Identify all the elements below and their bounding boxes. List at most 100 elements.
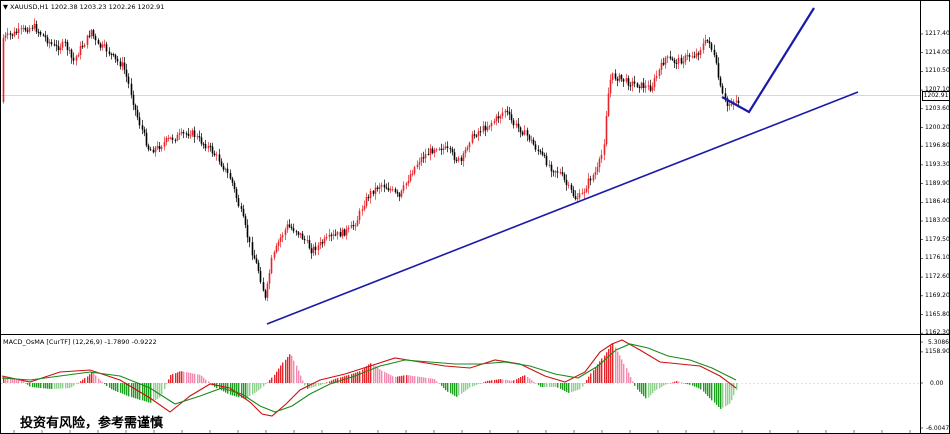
osma-histogram-bar xyxy=(58,383,60,389)
price-candle-body xyxy=(532,139,535,145)
price-candle-body xyxy=(369,190,372,199)
price-candle-body xyxy=(539,151,542,153)
price-candle-body xyxy=(86,35,89,45)
price-candle-body xyxy=(642,82,645,88)
price-candle-body xyxy=(664,57,667,65)
osma-histogram-bar xyxy=(388,374,390,383)
price-candle-body xyxy=(114,54,117,59)
osma-histogram-bar xyxy=(524,375,526,383)
price-candle-body xyxy=(400,190,403,197)
osma-histogram-bar xyxy=(159,383,161,398)
osma-histogram-bar xyxy=(100,380,102,383)
price-candle-body xyxy=(706,40,709,42)
price-candle-body xyxy=(521,132,524,135)
price-candle-body xyxy=(607,93,610,116)
price-candle-body xyxy=(44,35,47,38)
osma-histogram-bar xyxy=(126,383,128,396)
osma-histogram-bar xyxy=(93,372,95,383)
osma-histogram-bar xyxy=(683,382,685,384)
price-candle-body xyxy=(361,209,364,211)
price-candle-body xyxy=(576,198,579,200)
osma-histogram-bar xyxy=(135,383,137,399)
price-candle-body xyxy=(724,93,727,99)
price-candle-body xyxy=(572,189,575,196)
price-candle-body xyxy=(413,167,416,174)
osma-histogram-bar xyxy=(414,376,416,383)
osma-histogram-bar xyxy=(491,380,493,383)
price-candle-body xyxy=(189,135,192,137)
osma-histogram-bar xyxy=(432,378,434,383)
price-candle-body xyxy=(215,154,218,156)
osma-histogram-bar xyxy=(549,383,551,387)
price-candle-body xyxy=(112,54,115,56)
osma-histogram-bar xyxy=(210,383,212,384)
price-candle-body xyxy=(510,114,513,121)
indicator-axis-label: 5.3086 xyxy=(928,339,949,346)
osma-histogram-bar xyxy=(428,378,430,383)
price-candle-body xyxy=(431,148,434,154)
price-candle-body xyxy=(207,145,210,149)
osma-histogram-bar xyxy=(511,380,513,383)
price-candle-body xyxy=(213,153,216,156)
osma-histogram-bar xyxy=(487,380,489,383)
osma-histogram-bar xyxy=(546,383,548,387)
osma-histogram-bar xyxy=(711,383,713,401)
price-candle-body xyxy=(240,206,243,209)
osma-histogram-bar xyxy=(258,383,260,391)
price-candle-body xyxy=(633,81,636,84)
price-candle-body xyxy=(343,229,346,236)
price-candle-body xyxy=(682,61,685,64)
osma-histogram-bar xyxy=(542,383,544,387)
osma-histogram-bar xyxy=(146,383,148,402)
price-candle-body xyxy=(39,32,42,35)
price-axis-label: 1196.80 xyxy=(925,142,950,150)
price-candle-body xyxy=(211,146,214,154)
price-candle-body xyxy=(266,283,269,298)
osma-histogram-bar xyxy=(56,383,58,389)
price-candle-body xyxy=(17,28,20,34)
osma-histogram-bar xyxy=(736,383,738,390)
price-candle-body xyxy=(537,149,540,152)
price-candle-body xyxy=(310,248,313,254)
price-candle-body xyxy=(169,137,172,139)
price-axis-label: 1214.00 xyxy=(925,48,950,56)
price-candle-body xyxy=(224,168,227,170)
osma-histogram-bar xyxy=(421,377,423,383)
price-candle-body xyxy=(411,173,414,175)
price-candle-body xyxy=(2,37,5,102)
price-candle-body xyxy=(270,257,273,273)
osma-histogram-bar xyxy=(527,376,529,383)
osma-histogram-bar xyxy=(36,383,38,388)
price-candle-body xyxy=(567,184,570,186)
osma-histogram-bar xyxy=(315,383,317,387)
price-candle-body xyxy=(288,224,291,227)
osma-histogram-bar xyxy=(709,383,711,399)
price-candle-body xyxy=(178,133,181,135)
price-candle-body xyxy=(506,110,509,112)
price-candle-body xyxy=(737,100,740,104)
price-candle-body xyxy=(402,185,405,191)
price-candle-body xyxy=(563,174,566,180)
osma-histogram-bar xyxy=(49,383,51,389)
price-candle-body xyxy=(559,172,562,174)
osma-histogram-bar xyxy=(601,358,603,383)
price-candle-body xyxy=(726,98,729,106)
osma-histogram-bar xyxy=(67,383,69,389)
osma-histogram-bar xyxy=(685,383,687,384)
osma-histogram-bar xyxy=(362,369,364,383)
price-axis-label: 1176.10 xyxy=(925,254,950,262)
osma-histogram-bar xyxy=(551,383,553,387)
osma-histogram-bar xyxy=(7,377,9,383)
price-candle-body xyxy=(385,187,388,189)
osma-histogram-bar xyxy=(707,383,709,396)
osma-histogram-bar xyxy=(177,372,179,383)
osma-histogram-bar xyxy=(34,383,36,388)
price-candle-body xyxy=(231,178,234,183)
price-candle-body xyxy=(134,105,137,110)
price-candle-body xyxy=(108,51,111,54)
osma-histogram-bar xyxy=(366,366,368,383)
price-candle-body xyxy=(693,56,696,58)
price-candle-body xyxy=(121,62,124,67)
